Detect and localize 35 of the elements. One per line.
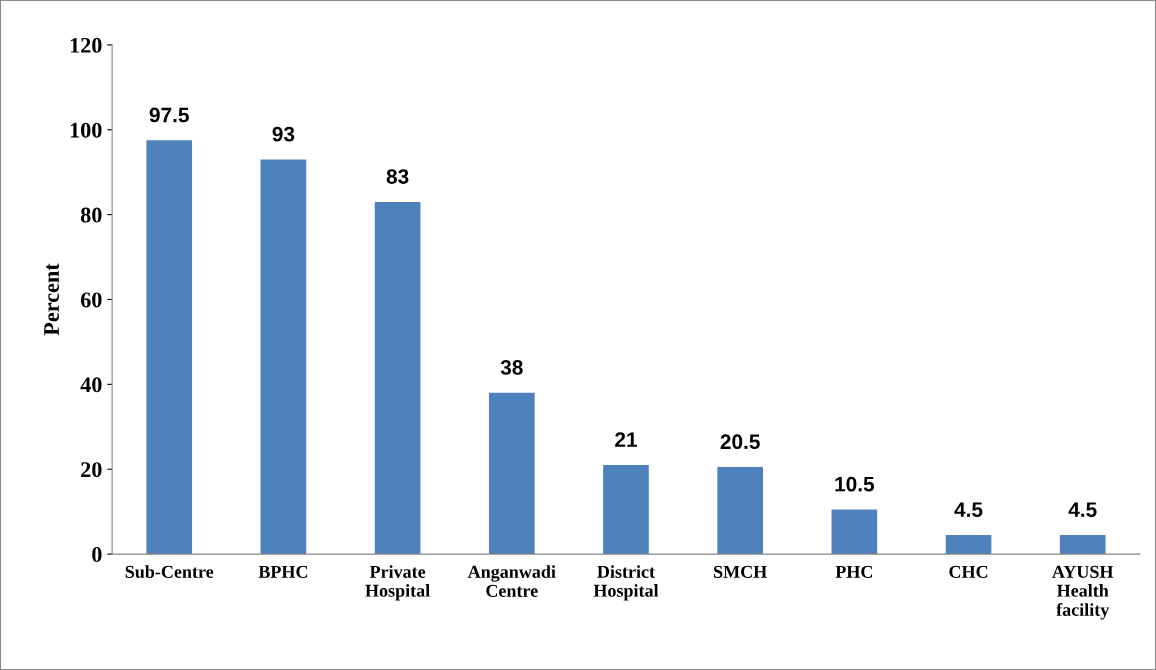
bar — [488, 392, 535, 555]
bar — [717, 467, 763, 555]
y-tick-label: 0 — [92, 547, 102, 563]
bar — [374, 201, 421, 555]
y-tick-label: 60 — [80, 292, 102, 308]
data-label: 21 — [615, 432, 637, 447]
bar — [831, 509, 878, 555]
data-label: 97.5 — [149, 107, 189, 123]
bar — [945, 535, 992, 555]
data-label: 4.5 — [1068, 502, 1097, 517]
x-tick-label: Anganwadi Centre — [467, 565, 556, 597]
y-tick-label: 120 — [70, 37, 102, 53]
x-tick-label: BPHC — [258, 565, 308, 578]
x-tick-label: AYUSH Health facility — [1052, 565, 1114, 620]
data-label: 38 — [500, 360, 523, 375]
x-tick-label: District Hospital — [593, 565, 659, 601]
x-tick-label: SMCH — [714, 565, 767, 578]
x-tick-label: Private Hospital — [365, 565, 430, 601]
x-tick-label: PHC — [835, 565, 873, 578]
y-tick-label: 40 — [80, 377, 102, 393]
y-tick-label: 100 — [70, 122, 102, 138]
data-label: 4.5 — [954, 502, 983, 517]
bar — [260, 159, 307, 555]
bar — [146, 140, 193, 555]
data-label: 83 — [386, 169, 409, 184]
y-axis-title: Percent — [44, 263, 60, 336]
x-tick-label: Sub-Centre — [125, 565, 214, 578]
bar — [1059, 535, 1106, 555]
data-label: 10.5 — [835, 476, 875, 492]
y-tick-label: 80 — [80, 207, 102, 223]
data-label: 93 — [272, 126, 295, 142]
y-tick-label: 20 — [81, 462, 102, 478]
bar — [603, 464, 649, 555]
x-tick-label: CHC — [949, 565, 988, 578]
data-label: 20.5 — [720, 434, 760, 450]
